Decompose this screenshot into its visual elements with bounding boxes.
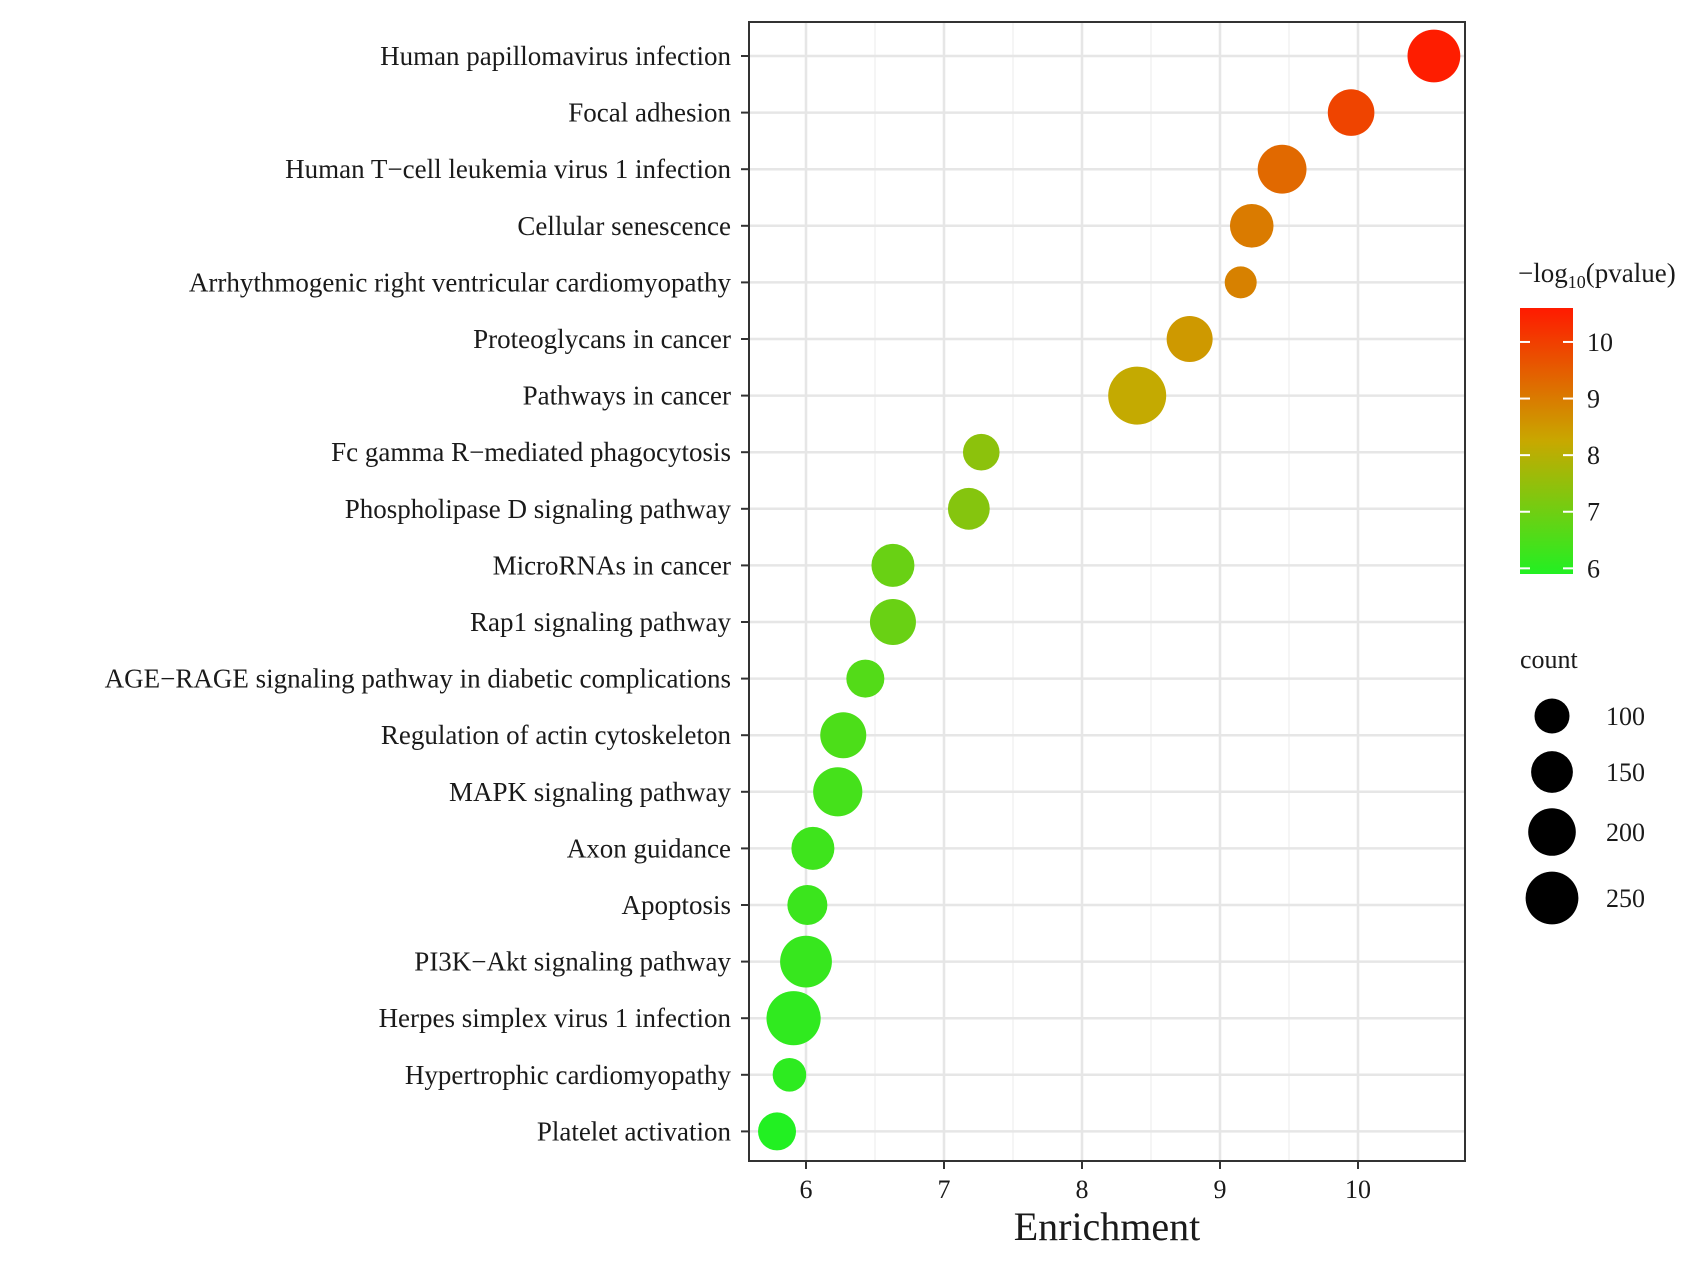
point-11 — [846, 659, 885, 698]
color-bar-label-4: 10 — [1587, 328, 1613, 357]
color-bar-label-1: 7 — [1587, 498, 1600, 527]
y-tick-label-6: Pathways in cancer — [523, 381, 731, 411]
point-17 — [766, 991, 821, 1046]
size-legend-dot-1 — [1531, 751, 1573, 793]
color-bar-label-2: 8 — [1587, 441, 1600, 470]
point-10 — [869, 599, 916, 645]
y-tick-label-0: Human papillomavirus infection — [380, 41, 731, 71]
y-tick-label-15: Apoptosis — [621, 890, 731, 920]
x-tick-label-4: 10 — [1345, 1175, 1371, 1204]
point-0 — [1407, 29, 1461, 83]
x-tick-label-1: 7 — [938, 1175, 951, 1204]
y-tick-label-4: Arrhythmogenic right ventricular cardiom… — [189, 267, 732, 297]
size-legend-dot-0 — [1534, 698, 1570, 734]
color-legend-title-suffix: (pvalue) — [1586, 258, 1676, 288]
y-tick-label-10: Rap1 signaling pathway — [470, 607, 731, 637]
x-tick-label-2: 8 — [1076, 1175, 1089, 1204]
y-tick-label-2: Human T−cell leukemia virus 1 infection — [285, 154, 731, 184]
point-4 — [1224, 266, 1257, 299]
point-13 — [813, 767, 863, 817]
size-legend-label-1: 150 — [1606, 758, 1645, 787]
point-8 — [947, 487, 990, 530]
size-legend: count 100 150 200 250 — [1520, 645, 1645, 925]
y-tick-label-12: Regulation of actin cytoskeleton — [381, 720, 732, 750]
point-1 — [1327, 89, 1375, 136]
point-12 — [820, 712, 867, 759]
point-16 — [780, 935, 832, 988]
point-14 — [791, 826, 835, 870]
size-legend-label-0: 100 — [1606, 702, 1645, 731]
size-legend-title: count — [1520, 645, 1579, 674]
color-bar — [1520, 308, 1573, 574]
y-tick-label-3: Cellular senescence — [517, 211, 731, 241]
point-6 — [1108, 366, 1167, 425]
x-tick-label-3: 9 — [1214, 1175, 1227, 1204]
y-tick-label-8: Phospholipase D signaling pathway — [345, 494, 732, 524]
size-legend-dot-3 — [1525, 871, 1579, 925]
y-tick-label-16: PI3K−Akt signaling pathway — [414, 947, 731, 977]
size-legend-dot-2 — [1528, 808, 1576, 856]
point-7 — [962, 433, 1000, 471]
y-tick-label-1: Focal adhesion — [568, 98, 731, 128]
y-tick-label-5: Proteoglycans in cancer — [473, 324, 731, 354]
point-2 — [1257, 144, 1307, 194]
plot-border — [748, 21, 1466, 1162]
data-points — [758, 29, 1461, 1151]
color-bar-label-0: 6 — [1587, 554, 1600, 583]
plot-background — [749, 22, 1465, 1161]
y-tick-label-9: MicroRNAs in cancer — [493, 550, 731, 580]
color-bar-ticks: 6 7 8 9 10 — [1520, 328, 1613, 583]
y-tick-label-14: Axon guidance — [567, 833, 731, 863]
y-tick-label-13: MAPK signaling pathway — [449, 777, 731, 807]
size-legend-label-2: 200 — [1606, 818, 1645, 847]
color-bar-label-3: 9 — [1587, 385, 1600, 414]
color-legend-title: −log10(pvalue) — [1518, 258, 1676, 292]
y-tick-label-17: Herpes simplex virus 1 infection — [379, 1003, 732, 1033]
point-9 — [871, 543, 915, 587]
point-15 — [787, 885, 828, 925]
size-legend-items: 100 150 200 250 — [1525, 698, 1645, 925]
size-legend-label-3: 250 — [1606, 884, 1645, 913]
color-legend-title-prefix: −log — [1518, 258, 1568, 288]
point-18 — [772, 1058, 807, 1092]
y-tick-label-11: AGE−RAGE signaling pathway in diabetic c… — [105, 664, 731, 694]
y-axis: Human papillomavirus infection Focal adhe… — [105, 41, 749, 1146]
y-tick-label-18: Hypertrophic cardiomyopathy — [405, 1060, 732, 1090]
x-axis: 6 7 8 9 10 — [800, 1161, 1371, 1204]
y-tick-label-19: Platelet activation — [537, 1116, 732, 1146]
point-19 — [758, 1112, 797, 1151]
x-tick-label-0: 6 — [800, 1175, 813, 1204]
color-legend-title-sub: 10 — [1568, 272, 1586, 292]
point-3 — [1229, 204, 1274, 248]
y-tick-label-7: Fc gamma R−mediated phagocytosis — [331, 437, 731, 467]
point-5 — [1166, 316, 1213, 362]
x-axis-title: Enrichment — [1014, 1204, 1201, 1249]
